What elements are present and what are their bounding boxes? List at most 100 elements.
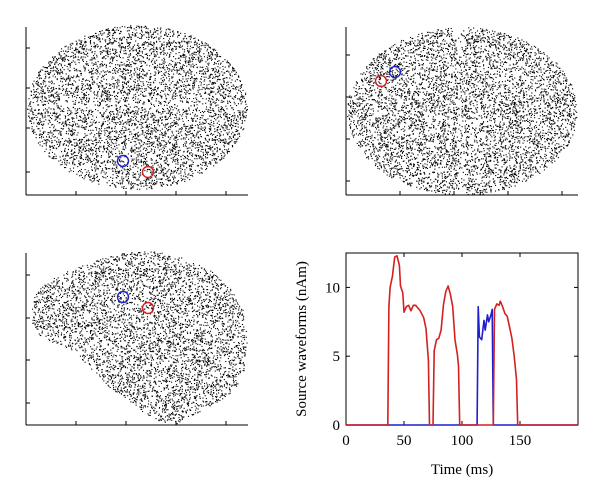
scatter-point <box>113 83 115 85</box>
scatter-point <box>123 53 125 55</box>
scatter-point <box>127 37 129 39</box>
scatter-point <box>120 92 122 94</box>
scatter-point <box>132 149 134 151</box>
scatter-point <box>162 140 164 142</box>
scatter-point <box>140 168 142 170</box>
scatter-point <box>132 46 134 48</box>
scatter-point <box>156 167 158 169</box>
scatter-point <box>140 145 142 147</box>
scatter-point <box>181 81 183 83</box>
scatter-point <box>168 87 170 89</box>
scatter-point <box>81 80 83 82</box>
scatter-point <box>228 143 230 145</box>
scatter-point <box>219 148 221 150</box>
scatter-point <box>144 163 146 165</box>
scatter-point <box>155 171 157 173</box>
scatter-point <box>143 95 145 97</box>
scatter-point <box>199 170 201 172</box>
scatter-point <box>38 104 40 106</box>
scatter-point <box>153 163 155 165</box>
scatter-point <box>171 97 173 99</box>
scatter-point <box>64 123 66 125</box>
scatter-point <box>89 179 91 181</box>
scatter-point <box>95 35 97 37</box>
scatter-point <box>189 127 191 129</box>
scatter-point <box>124 126 126 128</box>
scatter-point <box>229 117 231 119</box>
scatter-point <box>160 67 162 69</box>
scatter-point <box>88 69 90 71</box>
scatter-point <box>133 133 135 135</box>
scatter-point <box>226 118 228 120</box>
scatter-point <box>183 162 185 164</box>
scatter-point <box>124 83 126 85</box>
scatter-point <box>70 113 72 115</box>
scatter-point <box>178 109 180 111</box>
scatter-point <box>146 115 148 117</box>
scatter-point <box>52 101 54 103</box>
scatter-point <box>142 44 144 46</box>
scatter-point <box>160 185 162 187</box>
scatter-point <box>103 87 105 89</box>
scatter-point <box>130 119 132 121</box>
scatter-point <box>101 65 103 67</box>
scatter-point <box>219 63 221 65</box>
scatter-point <box>155 159 157 161</box>
scatter-point <box>163 175 165 177</box>
scatter-point <box>76 143 78 145</box>
scatter-point <box>150 170 152 172</box>
scatter-point <box>215 113 217 115</box>
scatter-point <box>165 97 167 99</box>
scatter-point <box>36 96 38 98</box>
scatter-point <box>153 89 155 91</box>
scatter-point <box>109 168 111 170</box>
scatter-point <box>127 119 129 121</box>
scatter-point <box>140 75 142 77</box>
scatter-point <box>245 92 247 94</box>
scatter-point <box>200 111 202 113</box>
scatter-point <box>175 143 177 145</box>
scatter-point <box>115 52 117 54</box>
scatter-point <box>138 148 140 150</box>
scatter-point <box>80 157 82 159</box>
scatter-point <box>57 105 59 107</box>
scatter-point <box>108 39 110 41</box>
scatter-point <box>172 114 174 116</box>
scatter-point <box>216 80 218 82</box>
scatter-point <box>95 121 97 123</box>
scatter-point <box>182 144 184 146</box>
scatter-point <box>137 84 139 86</box>
scatter-point <box>212 155 214 157</box>
scatter-point <box>187 84 189 86</box>
scatter-point <box>211 98 213 100</box>
scatter-point <box>152 119 154 121</box>
scatter-point <box>188 52 190 54</box>
scatter-point <box>88 140 90 142</box>
scatter-point <box>150 48 152 50</box>
scatter-point <box>92 83 94 85</box>
scatter-point <box>125 65 127 67</box>
scatter-point <box>92 149 94 151</box>
scatter-point <box>71 95 73 97</box>
scatter-point <box>169 154 171 156</box>
scatter-point <box>65 167 67 169</box>
scatter-point <box>117 182 119 184</box>
scatter-point <box>189 131 191 133</box>
scatter-point <box>191 145 193 147</box>
scatter-point <box>99 165 101 167</box>
scatter-point <box>101 123 103 125</box>
scatter-point <box>150 142 152 144</box>
scatter-point <box>129 26 131 28</box>
scatter-point <box>145 48 147 50</box>
scatter-point <box>155 135 157 137</box>
scatter-point <box>31 122 33 124</box>
scatter-point <box>68 130 70 132</box>
scatter-point <box>235 95 237 97</box>
scatter-point <box>204 79 206 81</box>
scatter-point <box>224 112 226 114</box>
scatter-point <box>197 142 199 144</box>
scatter-point <box>223 144 225 146</box>
scatter-point <box>135 157 137 159</box>
scatter-point <box>207 154 209 156</box>
scatter-point <box>83 127 85 129</box>
